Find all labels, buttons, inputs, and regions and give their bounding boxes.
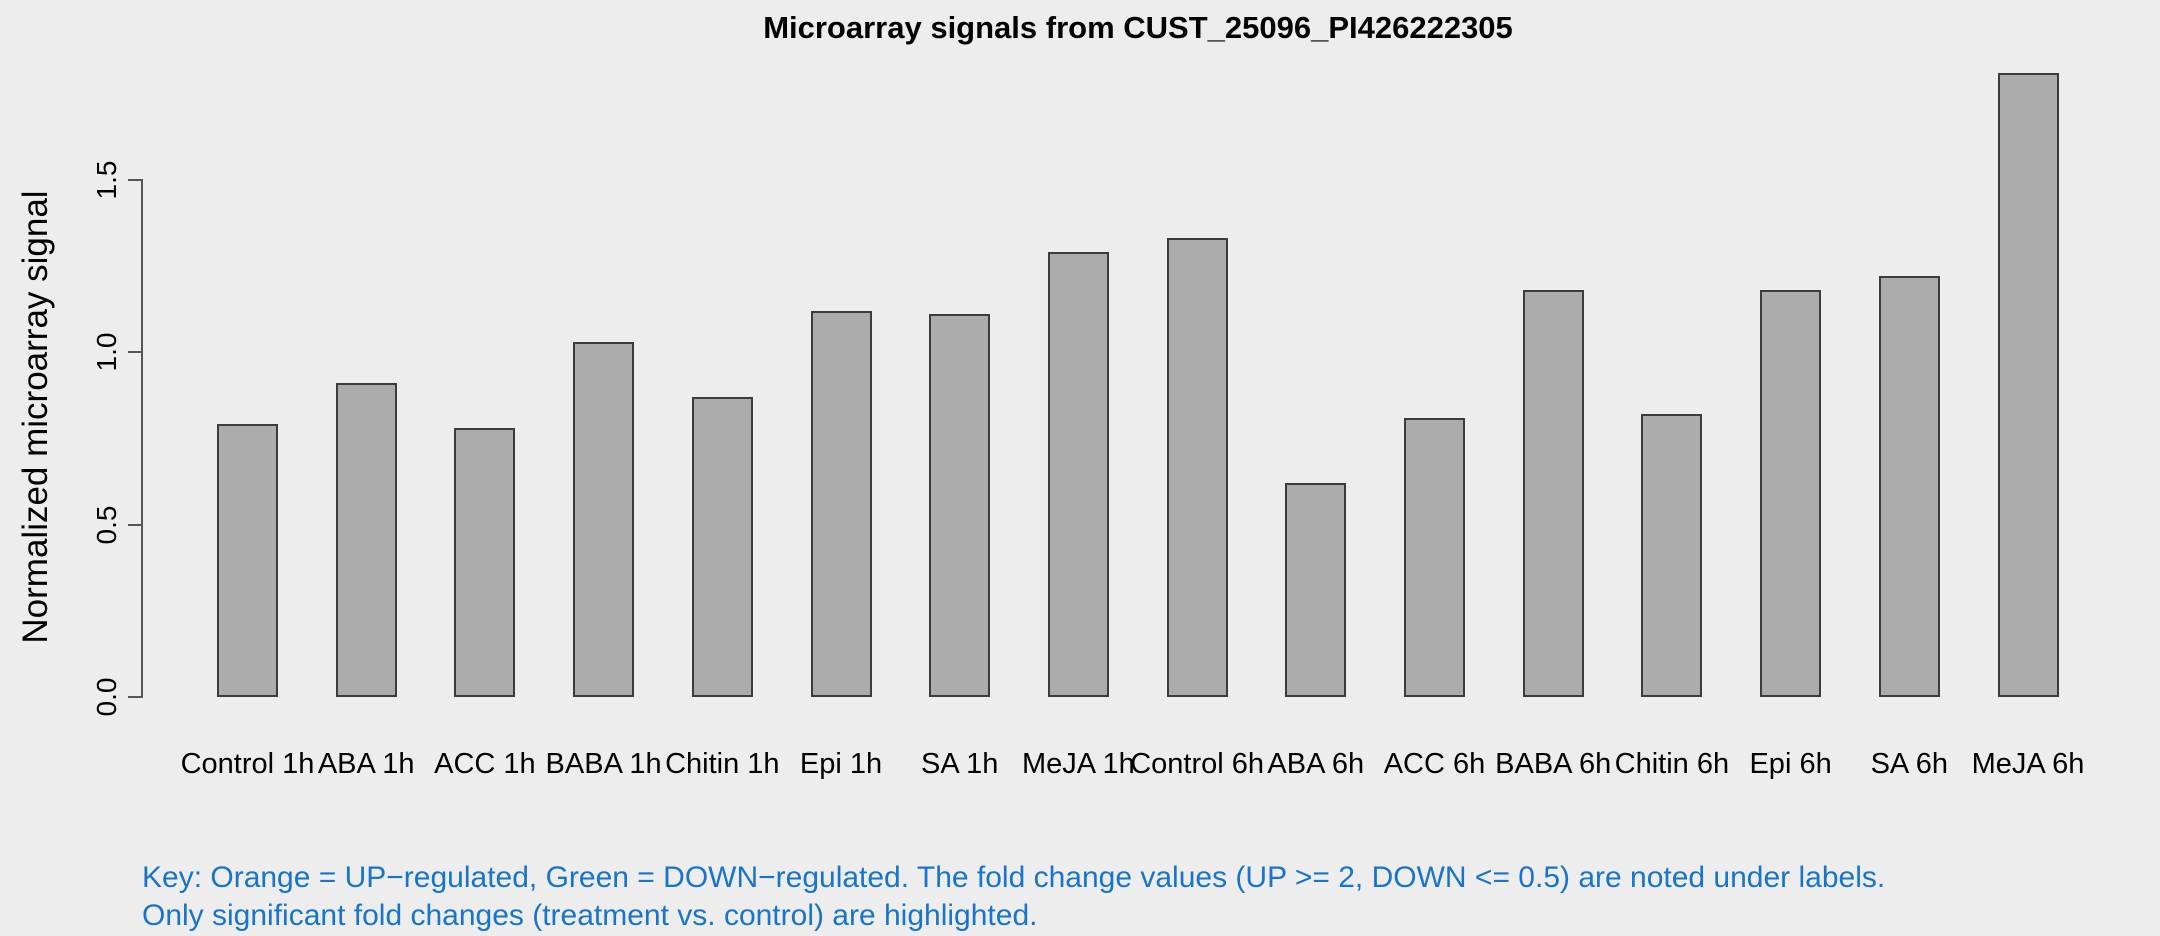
chart-title: Microarray signals from CUST_25096_PI426… bbox=[763, 10, 1513, 45]
bar-control-6h bbox=[1166, 238, 1228, 697]
x-tick-label: Chitin 6h bbox=[1614, 748, 1730, 780]
x-tick-label: SA 1h bbox=[920, 748, 999, 780]
x-tick-label: Epi 1h bbox=[799, 748, 883, 780]
x-tick-label: MeJA 6h bbox=[1971, 748, 2085, 780]
x-tick-label: ABA 6h bbox=[1267, 748, 1365, 780]
x-tick-label: BABA 1h bbox=[545, 748, 662, 780]
y-tick-label: 1.0 bbox=[91, 332, 122, 372]
bar-chitin-1h bbox=[691, 396, 753, 697]
bar-chitin-6h bbox=[1641, 414, 1703, 697]
x-tick-label: MeJA 1h bbox=[1021, 748, 1135, 780]
x-tick-label: Control 1h bbox=[180, 748, 315, 780]
y-tick-mark bbox=[128, 523, 141, 526]
x-tick-label: ABA 1h bbox=[317, 748, 415, 780]
x-tick-label: ACC 6h bbox=[1383, 748, 1486, 780]
x-tick-label: SA 6h bbox=[1870, 748, 1948, 780]
x-tick-label: BABA 6h bbox=[1495, 748, 1612, 780]
x-tick-label: Epi 6h bbox=[1749, 748, 1832, 780]
y-axis-label: Normalized microarray signal bbox=[16, 190, 55, 644]
bar-meja-1h bbox=[1047, 251, 1109, 697]
y-tick-label: 0.5 bbox=[91, 505, 122, 544]
bar-baba-1h bbox=[573, 341, 635, 697]
y-tick-label: 1.5 bbox=[91, 160, 122, 199]
bar-meja-6h bbox=[1997, 72, 2059, 697]
x-tick-label: Chitin 1h bbox=[665, 748, 780, 780]
bar-sa-1h bbox=[929, 314, 991, 697]
key-text-line-1: Key: Orange = UP−regulated, Green = DOWN… bbox=[142, 861, 1886, 894]
bar-baba-6h bbox=[1522, 289, 1584, 697]
y-tick-mark bbox=[128, 696, 141, 698]
bar-control-1h bbox=[217, 424, 278, 697]
y-tick-mark bbox=[128, 351, 141, 353]
y-axis-line bbox=[141, 179, 143, 698]
bar-epi-6h bbox=[1760, 289, 1822, 697]
key-text-line-2: Only significant fold changes (treatment… bbox=[142, 899, 1038, 932]
x-tick-label: ACC 1h bbox=[434, 748, 536, 780]
bar-epi-1h bbox=[810, 310, 872, 697]
y-tick-label: 0.0 bbox=[91, 677, 122, 717]
x-tick-label: Control 6h bbox=[1130, 748, 1264, 780]
bar-sa-6h bbox=[1878, 276, 1940, 697]
bar-aba-6h bbox=[1285, 483, 1347, 697]
bar-acc-6h bbox=[1404, 417, 1465, 697]
bar-aba-1h bbox=[335, 383, 397, 697]
bar-acc-1h bbox=[454, 427, 516, 697]
y-tick-mark bbox=[128, 178, 141, 181]
